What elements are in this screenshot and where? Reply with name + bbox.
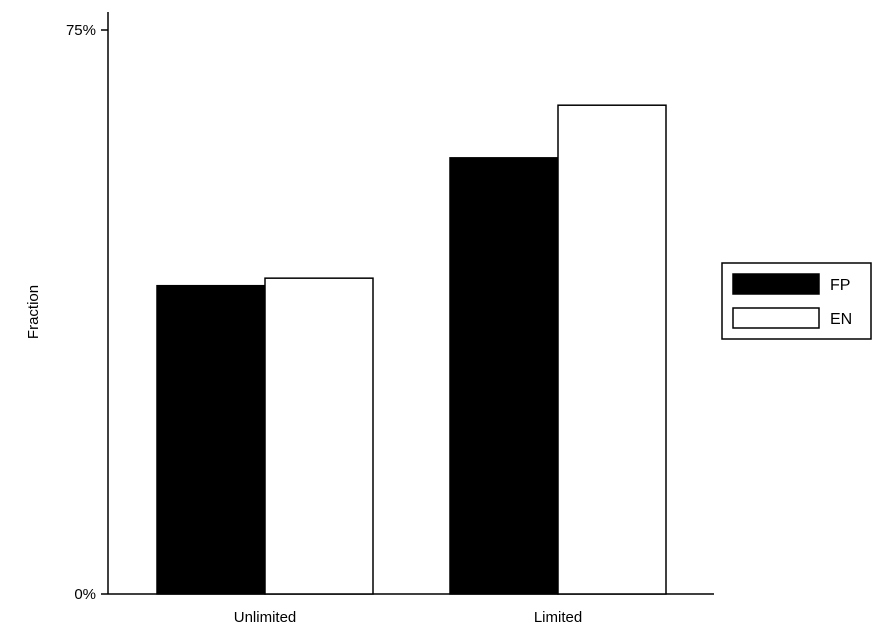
bar-en-unlimited bbox=[264, 277, 374, 595]
y-tick-label: 75% bbox=[66, 22, 96, 39]
bar-fp-unlimited bbox=[156, 284, 266, 595]
legend: FP EN bbox=[721, 262, 872, 340]
legend-label-fp: FP bbox=[830, 277, 850, 294]
legend-label-en: EN bbox=[830, 311, 852, 328]
legend-swatch-en bbox=[732, 307, 820, 329]
y-axis-label: Fraction bbox=[25, 285, 42, 339]
x-tick-label: Limited bbox=[534, 609, 582, 626]
bar-fp-limited bbox=[449, 157, 559, 595]
bar-en-limited bbox=[557, 104, 667, 595]
legend-swatch-fp bbox=[732, 273, 820, 295]
y-tick-label: 0% bbox=[74, 586, 96, 603]
labels-layer: 0% 75% Fraction Unlimited Limited bbox=[25, 22, 582, 626]
bars-layer bbox=[156, 104, 667, 595]
x-tick-label: Unlimited bbox=[234, 609, 297, 626]
